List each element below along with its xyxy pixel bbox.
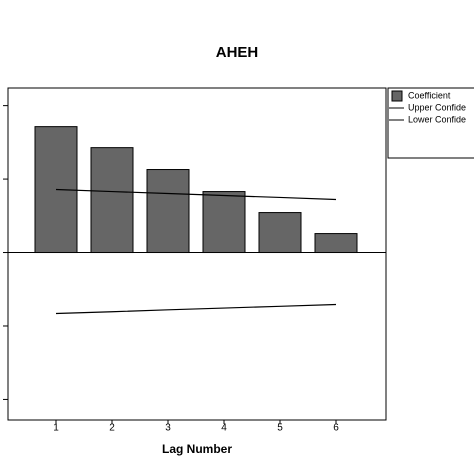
x-tick-label: 2 [109,423,115,434]
x-tick-label: 5 [277,423,283,434]
x-tick-label: 1 [53,423,59,434]
bar [202,191,246,254]
x-tick-label: 3 [165,423,171,434]
confidence-line [55,303,337,315]
legend-label: Upper Confide [408,102,466,112]
x-axis-label: Lag Number [162,442,232,456]
chart-title: AHEH [216,44,259,61]
legend-label: Coefficient [408,90,451,100]
x-tick-label: 4 [221,423,227,434]
bar [146,169,190,254]
bar [90,147,134,254]
legend-label: Lower Confide [408,114,466,124]
bar [258,212,302,254]
confidence-line [55,188,337,201]
legend-swatch [391,90,403,102]
legend-frame [387,87,474,159]
x-tick-label: 6 [333,423,339,434]
bar [314,233,358,254]
plot-frame [7,87,387,421]
